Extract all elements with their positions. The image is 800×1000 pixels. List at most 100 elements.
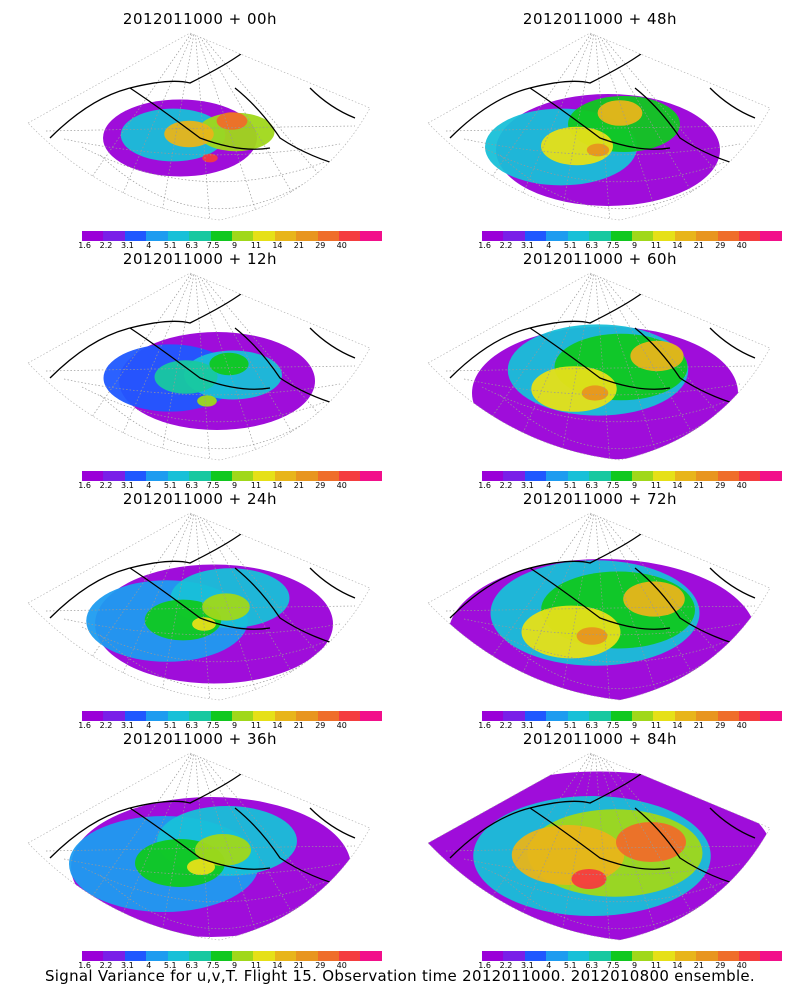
colorbar-tick-label: 40 [336,241,347,250]
meridian-line [509,33,596,220]
map-border [27,32,371,221]
colorbar-swatch [339,951,361,961]
colorbar-swatch [696,711,718,721]
colorbar-swatch [360,231,382,241]
colorbar-swatch [631,711,654,721]
colorbar-swatch [253,231,275,241]
colorbar-tick-label: 21 [693,241,704,250]
colorbar-labels: 1.6 2.2 3.1 4 5.1 6.3 7.5 9 11 14 21 29 40 [78,721,382,731]
colorbar-swatch [360,951,382,961]
colorbar-tick-label: 2.2 [499,961,513,970]
colorbar-swatch [631,471,654,481]
map-border [27,272,371,461]
map-border [427,512,771,701]
colorbar-swatch [610,471,632,481]
colorbar-tick-label: 14 [272,241,283,250]
colorbar-swatch [739,951,761,961]
colorbar-tick-label: 7.5 [606,721,620,730]
meridian-line [194,513,211,700]
map-panel: 2012011000 + 48h 1.6 2.2 3.1 4 5.1 6.3 7.5 9 11 14… [420,8,782,250]
colorbar-swatch [146,951,168,961]
colorbar [82,231,382,241]
map-border [427,752,771,941]
variance-contour [197,395,217,407]
colorbar-tick-label: 29 [315,241,326,250]
variance-contour [202,593,250,621]
latitude-line [99,874,311,930]
meridian-line [109,753,196,940]
meridian-line [459,33,596,220]
colorbar-swatch [482,231,504,241]
colorbar-swatch [674,711,697,721]
meridian-line [159,513,196,700]
colorbar-swatch [717,231,740,241]
colorbar-swatch [589,471,611,481]
colorbar-tick-label: 2.2 [499,241,513,250]
colorbar-tick-label: 1.6 [78,241,91,250]
meridian-line [194,753,261,940]
colorbar-tick-label: 5.1 [563,241,577,250]
colorbar-tick-label: 5.1 [163,481,177,490]
colorbar-swatch [360,711,382,721]
colorbar-tick-label: 29 [715,241,726,250]
colorbar-labels: 1.6 2.2 3.1 4 5.1 6.3 7.5 9 11 14 21 29 40 [78,481,382,491]
colorbar-swatch [317,231,340,241]
colorbar-tick-label: 40 [736,481,747,490]
colorbar-swatch [546,951,568,961]
colorbar-tick-label: 11 [650,721,662,730]
meridian-line [59,513,196,700]
colorbar-swatch [210,711,232,721]
colorbar-swatch [189,951,211,961]
variance-contour [164,120,214,148]
colorbar-tick-label: 21 [693,961,704,970]
variance-contour [202,153,218,163]
colorbar-tick-label: 9 [232,961,238,970]
meridian-line [559,753,596,940]
latitude-line [99,394,311,450]
colorbar-tick-label: 7.5 [206,721,220,730]
meridian-line [594,33,611,220]
latitude-line [463,138,741,156]
colorbar-tick-label: 3.1 [121,481,134,490]
latitude-line [63,378,341,396]
colorbar-swatch [103,711,125,721]
meridian-line [194,33,311,220]
map-panel: 2012011000 + 72h 1.6 2.2 3.1 4 5.1 6.3 7.5 9 11 14… [420,488,782,730]
colorbar-swatch [339,231,361,241]
latitude-line [445,605,756,612]
colorbar-swatch [210,471,232,481]
colorbar-tick-label: 1.6 [78,961,91,970]
colorbar-swatch [274,951,297,961]
colorbar-tick-label: 6.3 [585,961,599,970]
meridian-line [109,33,196,220]
latitude-line [45,365,356,372]
colorbar-swatch [503,471,525,481]
latitude-line [63,138,341,156]
colorbar-swatch [760,711,782,721]
colorbar-swatch [739,231,761,241]
latitude-line [63,618,341,636]
meridian-line [559,33,596,220]
colorbar-swatch [296,471,318,481]
meridian-line [194,273,311,460]
latitude-line [99,154,311,210]
colorbar-tick-label: 40 [736,721,747,730]
meridian-line [159,273,196,460]
colorbar-tick-label: 40 [336,721,347,730]
colorbar-tick-label: 14 [272,961,283,970]
latitude-line [81,146,326,183]
coastline [49,527,356,649]
map-panel: 2012011000 + 36h 1.6 2.2 3.1 4 5.1 6.3 7.5 9 11 14… [20,728,382,970]
colorbar [82,951,382,961]
latitude-line [481,626,726,663]
panel-title: 2012011000 + 12h [122,250,278,268]
variance-contour [581,385,609,401]
panel-title: 2012011000 + 00h [122,10,278,28]
map-border [27,512,371,701]
colorbar-tick-label: 11 [250,241,262,250]
colorbar-swatch [524,711,547,721]
variance-contour [216,112,248,130]
colorbar-labels: 1.6 2.2 3.1 4 5.1 6.3 7.5 9 11 14 21 29 40 [78,241,382,251]
colorbar-swatch [189,471,211,481]
colorbar-tick-label: 40 [736,241,747,250]
